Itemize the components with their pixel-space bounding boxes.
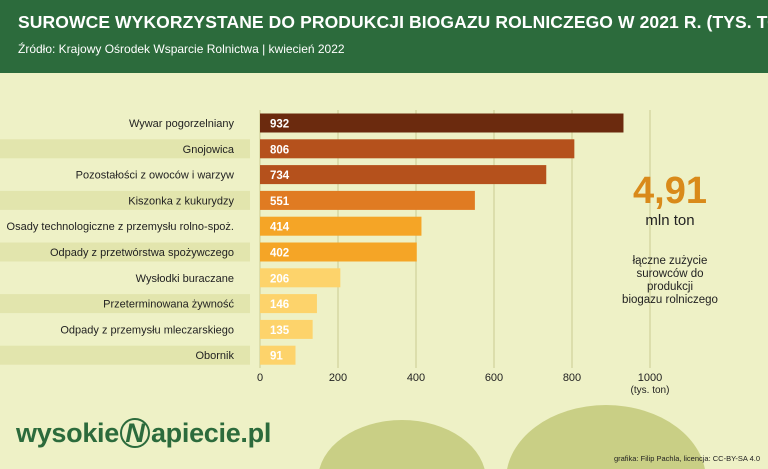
data-label: 551 [270, 196, 290, 208]
x-tick-label: 1000 [638, 372, 662, 384]
bar [260, 139, 575, 159]
x-tick-label: 200 [329, 372, 347, 384]
logo-n-icon: N [119, 417, 150, 448]
bar [260, 345, 296, 365]
data-label: 135 [270, 325, 290, 337]
bar [260, 242, 417, 262]
category-label: Gnojowica [183, 144, 235, 156]
total-unit: mln ton [645, 212, 695, 229]
total-description-line: biogazu rolniczego [622, 294, 718, 306]
chart-source: Źródło: Krajowy Ośrodek Wsparcie Rolnict… [18, 42, 345, 56]
total-description-line: łączne zużycie [632, 255, 708, 267]
data-label: 932 [270, 119, 289, 131]
data-label: 402 [270, 248, 289, 260]
total-description: łączne zużycie surowców do produkcji bio… [600, 255, 740, 307]
bar [260, 294, 317, 314]
row-stripe [0, 242, 250, 262]
header-banner: SUROWCE WYKORZYSTANE DO PRODUKCJI BIOGAZ… [0, 0, 768, 73]
row-stripe [0, 139, 250, 159]
chart-title: SUROWCE WYKORZYSTANE DO PRODUKCJI BIOGAZ… [18, 12, 768, 32]
category-label: Kiszonka z kukurydzy [128, 195, 234, 207]
x-unit-label: (tys. ton) [631, 385, 670, 396]
x-tick-label: 400 [407, 372, 425, 384]
category-label: Obornik [195, 350, 234, 362]
category-label: Wysłodki buraczane [136, 273, 234, 285]
data-label: 734 [270, 170, 290, 182]
bar [260, 190, 475, 210]
x-tick-label: 800 [563, 372, 581, 384]
data-label: 146 [270, 299, 289, 311]
category-label: Wywar pogorzelniany [129, 118, 235, 130]
category-label: Osady technologiczne z przemysłu rolno-s… [7, 221, 234, 233]
total-value: 4,91 [633, 170, 707, 212]
credit-line: grafika: Filip Pachla, licencja: CC-BY-S… [613, 454, 760, 463]
category-label: Pozostałości z owoców i warzyw [76, 170, 234, 182]
row-stripe [0, 294, 250, 314]
logo-text-right: apiecie.pl [150, 418, 272, 448]
row-stripe [0, 345, 250, 365]
logo-text-left: wysokie [16, 418, 119, 448]
data-label: 414 [270, 222, 290, 234]
bar [260, 113, 624, 133]
bar [260, 165, 547, 185]
category-label: Odpady z przetwórstwa spożywczego [50, 247, 234, 259]
category-label: Odpady z przemysłu mleczarskiego [60, 324, 234, 336]
data-label: 806 [270, 144, 289, 156]
x-tick-label: 0 [257, 372, 263, 384]
data-label: 91 [270, 351, 283, 363]
x-tick-label: 600 [485, 372, 503, 384]
total-description-line: produkcji [646, 281, 694, 293]
bar [260, 268, 341, 288]
bar [260, 319, 313, 339]
category-label: Przeterminowana żywność [103, 299, 234, 311]
total-description-line: surowców do [636, 268, 704, 280]
row-stripe [0, 190, 250, 210]
bar [260, 216, 422, 236]
data-label: 206 [270, 273, 289, 285]
